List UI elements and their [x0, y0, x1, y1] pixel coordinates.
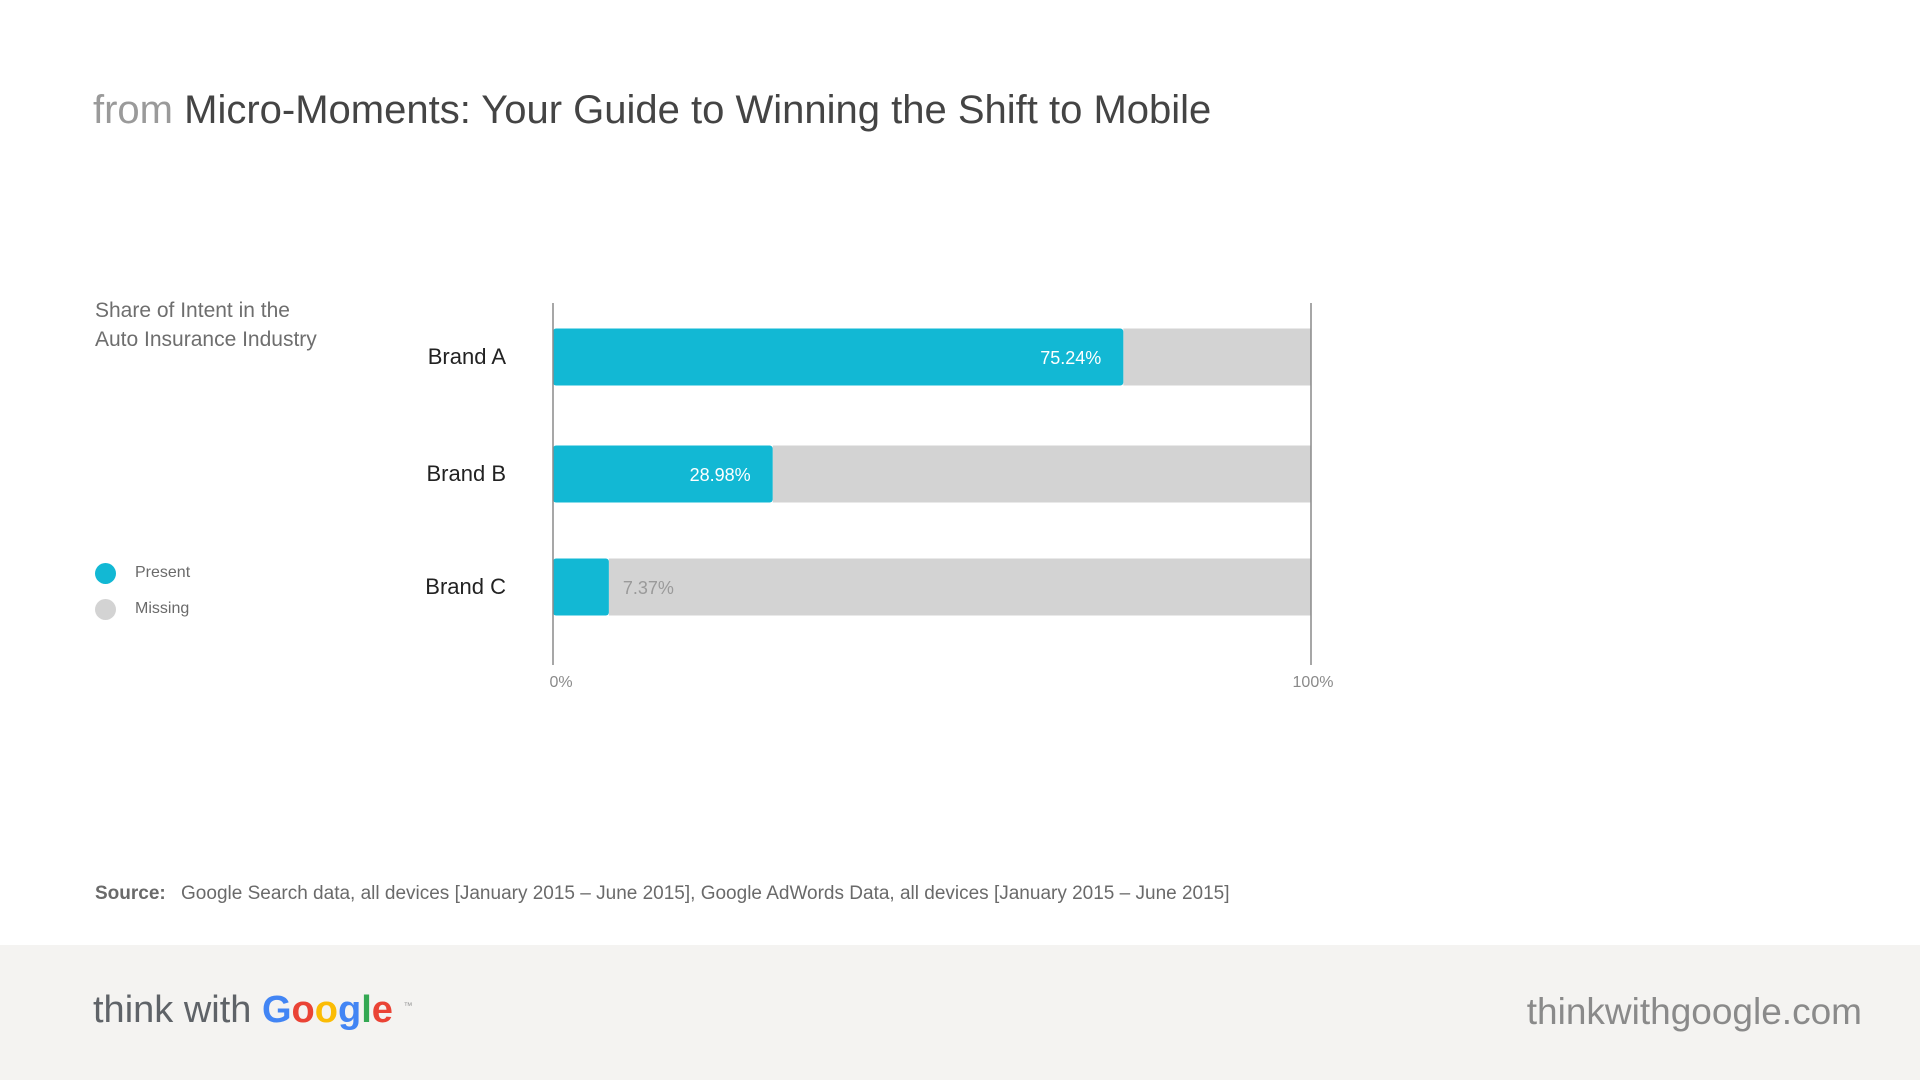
brand-letter: o — [291, 989, 315, 1031]
brand-trademark: ™ — [403, 1000, 413, 1011]
bar-missing-2 — [608, 558, 1311, 616]
title-prefix: from — [93, 88, 173, 132]
source-label: Source: — [95, 883, 166, 904]
data-label-2: 7.37% — [623, 578, 674, 598]
bar-missing-1 — [772, 445, 1311, 503]
category-label-2: Brand C — [425, 574, 506, 599]
data-label-0: 75.24% — [1040, 348, 1101, 368]
chart-subtitle: Share of Intent in the Auto Insurance In… — [95, 296, 317, 354]
brand-google: Google — [262, 989, 403, 1031]
brand-letter: G — [261, 989, 292, 1031]
page-title: from Micro-Moments: Your Guide to Winnin… — [93, 88, 1211, 133]
legend-item-missing: Missing — [95, 591, 190, 627]
bar-present-2 — [553, 558, 609, 616]
data-label-1: 28.98% — [690, 465, 751, 485]
legend-label-present: Present — [135, 564, 191, 581]
brand-letter: e — [371, 989, 393, 1031]
legend-item-present: Present — [95, 555, 190, 591]
source-text: Google Search data, all devices [January… — [181, 883, 1230, 904]
bar-present-0 — [553, 328, 1124, 386]
chart-legend: Present Missing — [95, 555, 190, 627]
legend-label-missing: Missing — [135, 600, 190, 617]
footer: think with Google ™ thinkwithgoogle.com — [0, 945, 1920, 1080]
title-text: Micro-Moments: Your Guide to Winning the… — [184, 88, 1212, 132]
tick-label-0: 0% — [549, 674, 572, 691]
category-label-1: Brand B — [427, 461, 507, 486]
bar-chart: Brand A 75.24% Brand B 28.98% Brand C 7.37% 0%… — [425, 303, 1334, 691]
brand-letter: l — [361, 989, 372, 1031]
legend-swatch-missing — [95, 598, 116, 620]
category-label-0: Brand A — [428, 344, 507, 369]
site-url: thinkwithgoogle.com — [1526, 991, 1862, 1032]
subtitle-line-2: Auto Insurance Industry — [95, 328, 317, 351]
legend-swatch-present — [95, 562, 116, 584]
brand-letter: g — [337, 989, 362, 1031]
source-note: Source: Google Search data, all devices … — [95, 883, 1230, 905]
subtitle-line-1: Share of Intent in the — [95, 299, 290, 322]
bar-missing-0 — [1123, 328, 1311, 386]
think-with-google-logo: think with Google ™ — [93, 989, 412, 1032]
brand-letter: o — [314, 989, 338, 1031]
bar-present-1 — [553, 445, 773, 503]
brand-think-with: think with — [93, 989, 252, 1031]
tick-label-1: 100% — [1293, 674, 1334, 691]
